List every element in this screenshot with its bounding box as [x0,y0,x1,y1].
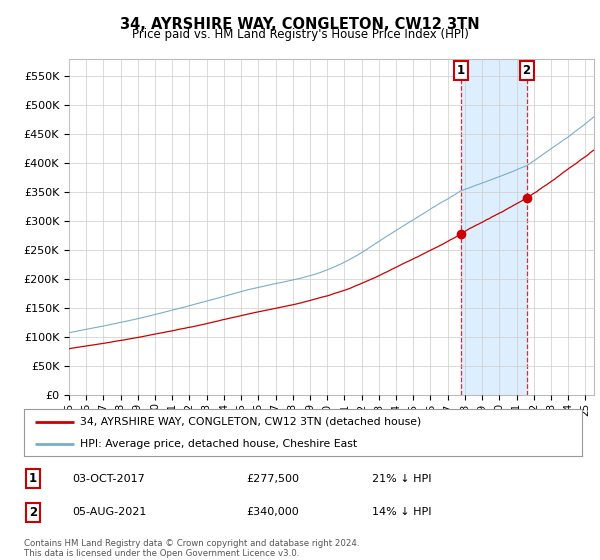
Text: HPI: Average price, detached house, Cheshire East: HPI: Average price, detached house, Ches… [80,438,357,449]
Text: 34, AYRSHIRE WAY, CONGLETON, CW12 3TN: 34, AYRSHIRE WAY, CONGLETON, CW12 3TN [120,17,480,32]
Text: £340,000: £340,000 [246,507,299,517]
Text: Contains HM Land Registry data © Crown copyright and database right 2024.
This d: Contains HM Land Registry data © Crown c… [24,539,359,558]
Text: 2: 2 [29,506,37,519]
Text: £277,500: £277,500 [246,474,299,484]
Text: 14% ↓ HPI: 14% ↓ HPI [372,507,431,517]
Text: 05-AUG-2021: 05-AUG-2021 [72,507,146,517]
Text: 03-OCT-2017: 03-OCT-2017 [72,474,145,484]
Text: 21% ↓ HPI: 21% ↓ HPI [372,474,431,484]
Text: 34, AYRSHIRE WAY, CONGLETON, CW12 3TN (detached house): 34, AYRSHIRE WAY, CONGLETON, CW12 3TN (d… [80,417,421,427]
Bar [461,59,527,395]
Text: 1: 1 [29,472,37,486]
Text: Price paid vs. HM Land Registry's House Price Index (HPI): Price paid vs. HM Land Registry's House … [131,28,469,41]
Text: 2: 2 [523,64,530,77]
Text: 1: 1 [457,64,464,77]
